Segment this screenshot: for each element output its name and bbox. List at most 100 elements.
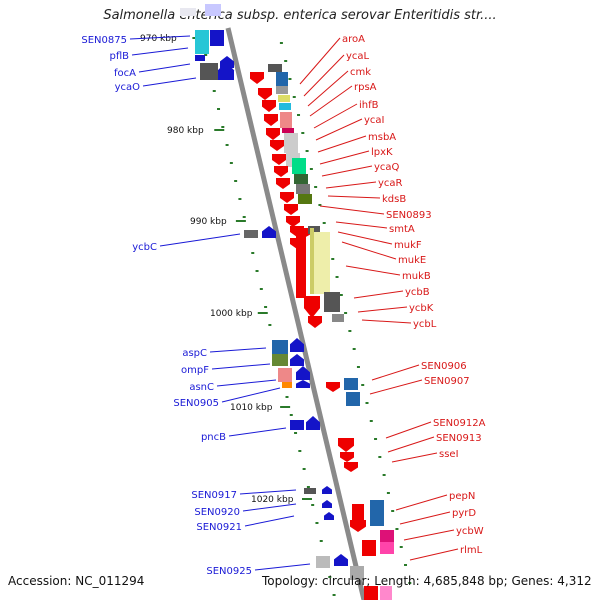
gene-leader-line	[341, 241, 397, 260]
gene-label-ycbb[interactable]: ycbB	[405, 287, 430, 298]
kbp-tick-label: 970 kbp	[140, 34, 177, 44]
gene-block	[205, 4, 221, 16]
minor-tick-left	[311, 504, 315, 506]
gene-leader-line	[209, 347, 267, 353]
minor-tick-left	[289, 414, 293, 416]
gene-label-aspc[interactable]: aspC	[182, 348, 207, 359]
gene-block	[380, 586, 392, 600]
gene-leader-line	[159, 233, 241, 247]
gene-label-kdsb[interactable]: kdsB	[382, 194, 406, 205]
gene-leader-line	[321, 165, 373, 177]
gene-label-sen0906[interactable]: SEN0906	[421, 361, 467, 372]
gene-label-ycao[interactable]: ycaO	[115, 82, 141, 93]
gene-label-mukf[interactable]: mukF	[394, 240, 422, 251]
gene-leader-line	[129, 35, 191, 40]
gene-leader-line	[228, 427, 287, 437]
gene-leader-line	[244, 515, 295, 527]
gene-leader-line	[303, 54, 345, 97]
minor-tick-left	[238, 198, 242, 200]
gene-arrow-reverse	[276, 178, 290, 189]
minor-tick-right	[391, 510, 395, 512]
gene-label-ycar[interactable]: ycaR	[378, 178, 403, 189]
gene-leader-line	[254, 563, 311, 571]
accession-text: Accession: NC_011294	[8, 574, 145, 588]
gene-leader-line	[399, 511, 451, 525]
gene-block	[370, 500, 384, 526]
gene-block	[200, 63, 218, 80]
gene-label-mukb[interactable]: mukB	[402, 271, 431, 282]
gene-label-sen0917[interactable]: SEN0917	[191, 490, 237, 501]
gene-label-sen0907[interactable]: SEN0907	[424, 376, 470, 387]
gene-label-sen0921[interactable]: SEN0921	[196, 522, 242, 533]
gene-block	[312, 232, 330, 294]
minor-tick-left	[204, 54, 208, 56]
gene-label-ycai[interactable]: ycaI	[364, 115, 385, 126]
gene-leader-line	[395, 494, 448, 511]
gene-block	[350, 566, 364, 580]
gene-label-ssei[interactable]: sseI	[439, 449, 459, 460]
minor-tick-right	[279, 42, 283, 44]
gene-label-ycbc[interactable]: ycbC	[132, 242, 157, 253]
tick-layer: 970 kbp 980 kbp 990 kbp 1000 kbp 1010 kbp 102…	[140, 34, 412, 596]
gene-label-ycal[interactable]: ycaL	[346, 51, 370, 62]
gene-label-pepn[interactable]: pepN	[449, 491, 475, 502]
gene-block	[276, 86, 288, 94]
gene-label-foca[interactable]: focA	[114, 68, 136, 79]
gene-leader-line	[335, 221, 388, 229]
gene-leader-line	[391, 452, 438, 463]
gene-label-pflb[interactable]: pflB	[109, 51, 129, 62]
gene-arrow-reverse	[270, 140, 284, 151]
minor-tick-right	[284, 60, 288, 62]
gene-leader-line	[353, 290, 404, 299]
minor-tick-right	[339, 294, 343, 296]
gene-label-ycbl[interactable]: ycbL	[413, 319, 437, 330]
gene-leader-line	[371, 364, 420, 381]
gene-block	[294, 174, 308, 184]
gene-label-sen0893[interactable]: SEN0893	[386, 210, 432, 221]
gene-leader-line	[387, 436, 435, 453]
gene-leader-line	[138, 63, 191, 73]
gene-leader-line	[131, 47, 189, 56]
gene-label-muke[interactable]: mukE	[398, 255, 426, 266]
minor-tick-right	[309, 168, 313, 170]
minor-tick-right	[301, 132, 305, 134]
minor-tick-right	[374, 438, 378, 440]
gene-label-sen0925[interactable]: SEN0925	[206, 566, 252, 577]
gene-label-ycbk[interactable]: ycbK	[409, 303, 434, 314]
gene-leader-line	[307, 70, 349, 107]
gene-label-cmk[interactable]: cmk	[350, 67, 371, 78]
minor-tick-right	[297, 114, 301, 116]
gene-label-rpsa[interactable]: rpsA	[354, 82, 377, 93]
gene-label-smta[interactable]: smtA	[389, 224, 415, 235]
minor-tick-right	[292, 96, 296, 98]
gene-label-ihfb[interactable]: ihfB	[359, 100, 379, 111]
gene-leader-line	[325, 181, 377, 189]
gene-label-rlml[interactable]: rlmL	[460, 545, 483, 556]
gene-label-lpxk[interactable]: lpxK	[371, 147, 393, 158]
gene-label-pyrd[interactable]: pyrD	[452, 508, 476, 519]
gene-block	[324, 292, 340, 312]
gene-label-pncb[interactable]: pncB	[201, 432, 226, 443]
gene-label-sen0920[interactable]: SEN0920	[194, 507, 240, 518]
gene-arrow-reverse	[350, 520, 366, 532]
gene-leader-line	[211, 363, 271, 370]
gene-label-ycbw[interactable]: ycbW	[456, 526, 484, 537]
gene-label-ycaq[interactable]: ycaQ	[374, 162, 400, 173]
gene-label-aroa[interactable]: aroA	[342, 34, 365, 45]
gene-arrow-forward	[296, 366, 310, 380]
gene-label-sen0905[interactable]: SEN0905	[173, 398, 219, 409]
gene-label-asnc[interactable]: asnC	[189, 382, 214, 393]
gene-label-msba[interactable]: msbA	[368, 132, 396, 143]
gene-leader-line	[142, 77, 197, 87]
gene-block	[316, 556, 330, 568]
gene-label-sen0912a[interactable]: SEN0912A	[433, 418, 486, 429]
gene-block	[346, 392, 360, 406]
gene-label-sen0913[interactable]: SEN0913	[436, 433, 482, 444]
gene-leader-line	[403, 529, 455, 541]
gene-block	[268, 64, 282, 72]
gene-leader-line	[357, 306, 408, 313]
gene-label-ompf[interactable]: ompF	[181, 365, 209, 376]
minor-tick-right	[386, 492, 390, 494]
gene-label-sen0875[interactable]: SEN0875	[81, 35, 127, 46]
minor-tick-left	[212, 90, 216, 92]
